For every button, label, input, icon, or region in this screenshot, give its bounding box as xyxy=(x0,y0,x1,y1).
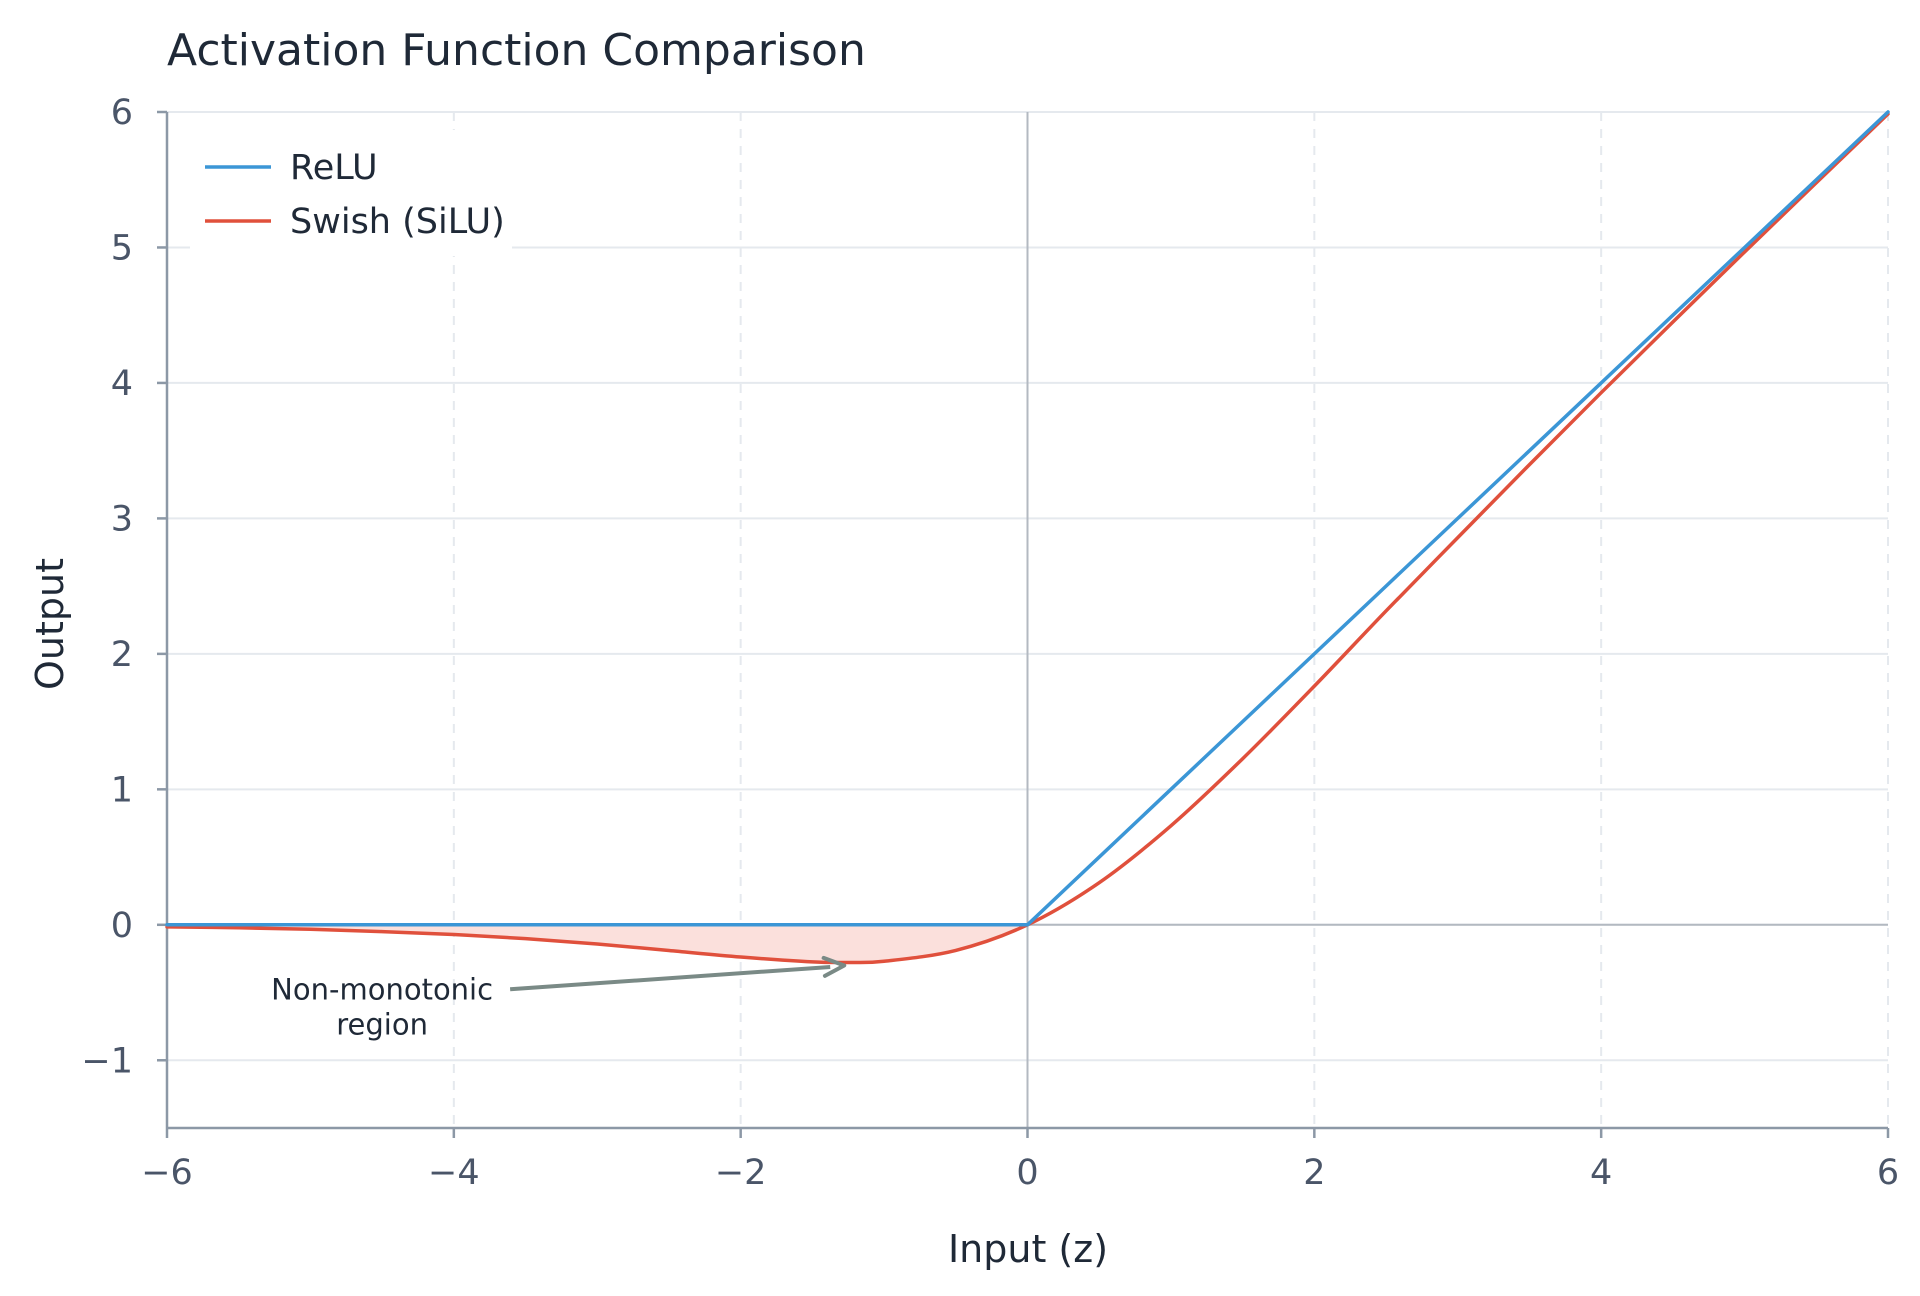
legend-box xyxy=(190,130,512,256)
x-axis-title: Input (z) xyxy=(948,1227,1108,1271)
x-tick-label: 4 xyxy=(1590,1153,1612,1193)
x-tick-label: −2 xyxy=(715,1153,767,1193)
y-tick-label: 2 xyxy=(111,635,133,675)
legend-label-relu: ReLU xyxy=(290,148,378,188)
y-tick-label: 1 xyxy=(111,770,133,810)
legend-label-swish: Swish (SiLU) xyxy=(290,202,505,242)
chart-title: Activation Function Comparison xyxy=(167,25,866,76)
x-tick-label: −4 xyxy=(428,1153,480,1193)
axes: −6 −4 −2 0 2 4 6 −1 0 1 2 3 4 5 6 xyxy=(81,93,1899,1193)
x-tick-label: −6 xyxy=(141,1153,193,1193)
series-line-relu xyxy=(165,110,1890,927)
x-tick-label: 0 xyxy=(1016,1153,1038,1193)
series-lines xyxy=(165,110,1890,965)
annotation-arrow-shaft xyxy=(509,964,831,992)
y-tick-label: 5 xyxy=(111,228,133,268)
series-line-swish xyxy=(165,112,1890,965)
x-tick-label: 6 xyxy=(1877,1153,1899,1193)
y-tick-label: 4 xyxy=(111,364,133,404)
annotation-text-line: region xyxy=(336,1007,428,1041)
y-axis-title: Output xyxy=(28,558,72,690)
legend: ReLU Swish (SiLU) xyxy=(190,130,512,256)
y-tick-label: 0 xyxy=(111,906,133,946)
y-tick-label: −1 xyxy=(81,1041,133,1081)
x-tick-label: 2 xyxy=(1303,1153,1325,1193)
y-tick-label: 3 xyxy=(111,499,133,539)
labels-layer: Activation Function Comparison Input (z)… xyxy=(28,25,1108,1271)
y-tick-label: 6 xyxy=(111,93,133,133)
annotation-arrowhead xyxy=(821,955,847,978)
annotation-text-line: Non-monotonic xyxy=(271,972,493,1006)
